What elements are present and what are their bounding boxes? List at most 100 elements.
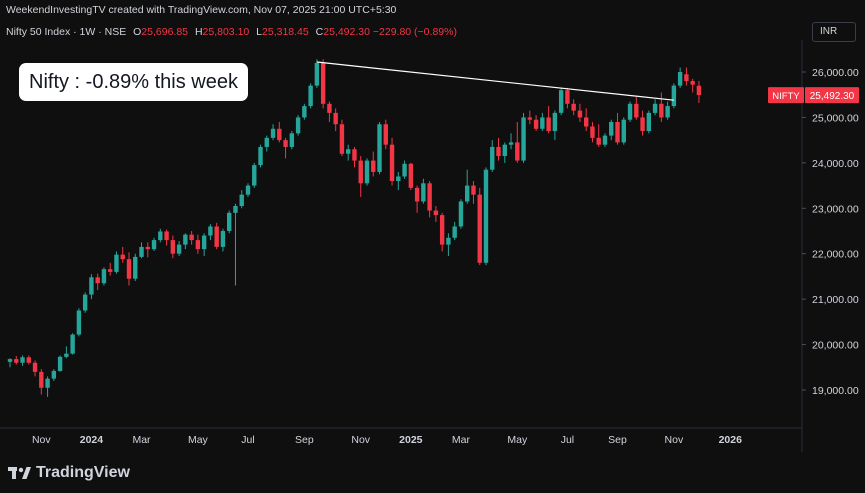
y-tick-label: 24,000.00	[812, 158, 859, 170]
candle-body	[151, 240, 157, 250]
x-tick-label: Mar	[452, 434, 471, 446]
candle	[396, 171, 401, 191]
y-tick-label: 25,000.00	[812, 112, 859, 124]
candle-body	[414, 187, 420, 202]
candle	[308, 83, 313, 109]
candle	[220, 228, 226, 252]
tradingview-brand[interactable]: TradingView	[8, 464, 130, 482]
candle-body	[371, 160, 376, 172]
candle-body	[164, 231, 169, 241]
candle-body	[446, 237, 451, 245]
symbol-label[interactable]: Nifty 50 Index · 1W · NSE	[6, 26, 127, 38]
candle-body	[264, 137, 269, 147]
candle	[508, 133, 514, 150]
candle-body	[471, 185, 476, 195]
candle	[458, 199, 464, 229]
candle	[577, 103, 583, 122]
candle-body	[233, 206, 238, 213]
x-tick-label: Nov	[351, 434, 370, 446]
candle	[665, 101, 670, 120]
candle-body	[145, 246, 150, 250]
candle-body	[364, 160, 370, 184]
x-tick-label: 2025	[399, 434, 423, 446]
candle	[496, 137, 501, 161]
candle	[659, 92, 664, 122]
candle	[433, 206, 439, 222]
low-value: 25,318.45	[262, 26, 309, 38]
candle-body	[277, 128, 282, 141]
x-tick-label: May	[507, 434, 528, 446]
candle-body	[421, 183, 426, 202]
candle	[652, 99, 658, 116]
candle	[558, 87, 564, 116]
candle-body	[101, 269, 107, 284]
candle-body	[383, 124, 388, 145]
candle-body	[690, 81, 695, 85]
candle-body	[314, 62, 320, 86]
candle-body	[377, 124, 382, 172]
candle	[183, 233, 188, 250]
x-tick-label: Jul	[561, 434, 574, 446]
candle	[565, 87, 570, 109]
candle-body	[270, 128, 276, 138]
candle	[471, 181, 476, 204]
candle	[283, 137, 288, 159]
candle	[233, 203, 238, 286]
candle	[108, 262, 113, 276]
candle-body	[133, 256, 138, 279]
candle	[289, 131, 295, 150]
candle-body	[452, 226, 457, 238]
candle	[615, 112, 620, 145]
candle-body	[227, 212, 232, 231]
candle	[70, 333, 75, 355]
candle	[627, 101, 633, 122]
candle	[596, 124, 601, 147]
candle	[26, 355, 31, 365]
close-label: C	[315, 26, 324, 38]
candle-body	[684, 74, 689, 82]
resistance-trendline	[316, 61, 674, 101]
currency-button[interactable]: INR	[812, 22, 856, 42]
candle-body	[677, 72, 683, 86]
candle-body	[671, 85, 677, 107]
candle-body	[295, 117, 301, 134]
candle-body	[176, 244, 182, 254]
candle-body	[646, 112, 652, 132]
candle-body	[433, 210, 439, 216]
candle-body	[602, 135, 608, 145]
candle	[252, 162, 257, 188]
x-tick-label: 2026	[719, 434, 743, 446]
high-value: 25,803.10	[202, 26, 250, 38]
candle-body	[76, 310, 82, 335]
low-label: L	[256, 26, 263, 38]
candle	[377, 121, 382, 175]
candle-body	[245, 185, 251, 195]
candle-body	[64, 353, 69, 357]
x-tick-label: Nov	[665, 434, 684, 446]
candle	[57, 355, 63, 372]
candle	[609, 119, 614, 141]
candle	[208, 224, 213, 241]
candle-body	[201, 235, 207, 250]
candle	[151, 237, 157, 251]
candle	[320, 59, 326, 109]
candle	[552, 110, 558, 141]
candle-body	[521, 117, 526, 161]
candle	[76, 308, 82, 337]
candle-body	[139, 246, 144, 257]
candles-layer	[7, 59, 702, 397]
candle	[201, 233, 207, 256]
candle-body	[665, 106, 670, 118]
candle-body	[45, 378, 50, 388]
candle	[126, 252, 132, 286]
high-label: H	[194, 26, 203, 38]
candle-body	[558, 90, 564, 113]
candle	[64, 346, 69, 359]
candle	[521, 112, 526, 163]
price-tag-layer: NIFTY 25,492.30	[768, 87, 859, 104]
candle	[302, 103, 307, 120]
candle	[421, 178, 426, 204]
change-value: −229.80 (−0.89%)	[372, 26, 457, 38]
candle	[139, 242, 144, 259]
